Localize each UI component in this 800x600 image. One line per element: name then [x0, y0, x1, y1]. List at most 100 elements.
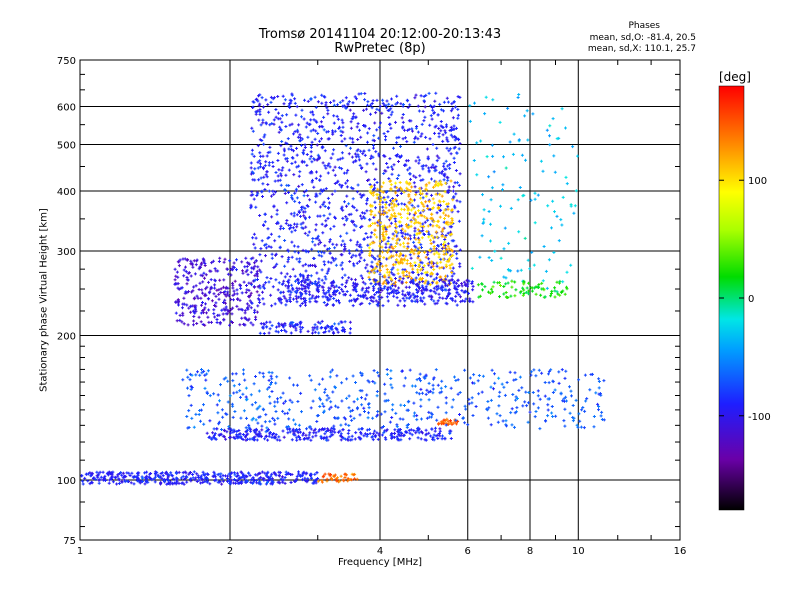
data-point: [284, 141, 288, 145]
data-point: [240, 316, 244, 320]
data-point: [260, 189, 264, 193]
data-point: [347, 276, 351, 280]
data-point: [260, 428, 264, 432]
data-point: [324, 219, 328, 223]
data-point: [406, 188, 410, 192]
data-point: [318, 139, 322, 143]
data-point: [258, 472, 262, 475]
data-point: [247, 471, 250, 475]
data-point: [387, 116, 391, 119]
data-point: [411, 267, 415, 271]
data-point: [401, 120, 405, 124]
data-point: [285, 183, 289, 187]
data-point: [499, 204, 502, 208]
data-point: [436, 437, 440, 440]
data-point: [341, 121, 345, 125]
data-point: [457, 284, 461, 287]
data-point: [460, 289, 464, 293]
data-point: [318, 178, 322, 182]
data-point: [351, 197, 355, 201]
data-point: [355, 190, 359, 194]
data-point: [445, 302, 449, 306]
data-point: [105, 472, 109, 476]
data-point: [352, 206, 356, 210]
data-point: [348, 293, 352, 297]
data-point: [481, 374, 485, 378]
data-point: [446, 100, 450, 104]
data-point: [232, 471, 236, 475]
data-point: [111, 480, 115, 484]
data-point: [224, 305, 228, 309]
data-point: [262, 223, 265, 227]
data-point: [385, 225, 389, 229]
data-point: [283, 296, 287, 300]
data-point: [263, 188, 267, 191]
data-point: [192, 319, 196, 323]
data-point: [328, 293, 331, 297]
data-point: [427, 398, 431, 402]
data-point: [262, 375, 266, 379]
data-point: [551, 391, 555, 394]
data-point: [509, 411, 513, 415]
data-point: [272, 266, 276, 269]
data-point: [232, 261, 236, 265]
data-point: [416, 256, 420, 260]
data-point: [550, 226, 553, 230]
data-point: [312, 257, 316, 260]
data-point: [387, 256, 391, 260]
data-point: [290, 283, 294, 287]
data-point: [341, 130, 345, 134]
data-point: [199, 419, 202, 423]
data-point: [343, 245, 347, 248]
data-point: [247, 262, 251, 266]
data-point: [353, 437, 357, 441]
data-point: [337, 127, 341, 130]
data-point: [341, 428, 345, 431]
data-point: [444, 401, 448, 405]
data-point: [373, 257, 377, 261]
data-point: [413, 96, 417, 100]
data-point: [217, 292, 221, 296]
data-point: [391, 403, 395, 407]
data-point: [406, 232, 410, 236]
data-point: [363, 92, 367, 95]
data-point: [413, 248, 417, 252]
data-point: [406, 400, 410, 404]
data-point: [305, 436, 309, 440]
data-point: [406, 128, 410, 132]
data-point: [185, 475, 189, 479]
data-point: [237, 307, 241, 311]
data-point: [292, 418, 296, 422]
data-point: [324, 187, 328, 191]
data-point: [258, 331, 262, 335]
data-point: [277, 281, 281, 285]
data-point: [89, 474, 93, 478]
data-point: [309, 406, 313, 410]
data-point: [219, 383, 222, 387]
data-point: [277, 324, 281, 328]
data-point: [432, 277, 436, 281]
data-point: [243, 378, 247, 382]
data-point: [516, 269, 520, 273]
data-point: [541, 279, 545, 283]
data-point: [539, 293, 543, 297]
data-point: [437, 255, 441, 259]
data-point: [88, 482, 92, 486]
data-point: [346, 168, 350, 172]
data-point: [437, 127, 441, 130]
data-point: [434, 291, 438, 295]
data-point: [446, 205, 450, 209]
data-point: [320, 478, 324, 482]
data-point: [375, 128, 379, 132]
data-point: [279, 224, 283, 228]
data-point: [432, 268, 436, 271]
data-point: [455, 291, 459, 295]
data-point: [274, 115, 278, 119]
data-point: [452, 185, 456, 189]
data-point: [331, 257, 335, 261]
data-point: [315, 271, 319, 275]
data-point: [277, 111, 280, 115]
data-point: [409, 428, 413, 432]
data-point: [355, 282, 359, 286]
data-point: [244, 478, 248, 482]
